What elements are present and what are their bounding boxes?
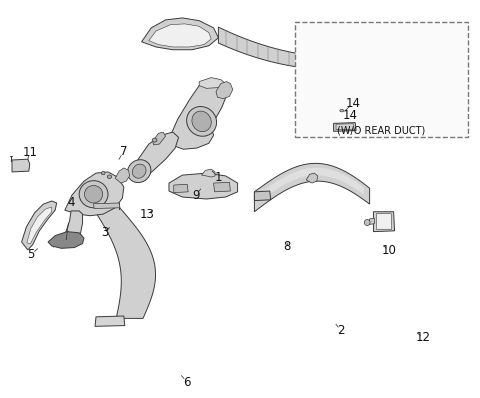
Polygon shape [218,27,374,70]
Text: 10: 10 [382,244,396,257]
Polygon shape [62,211,83,248]
Text: 12: 12 [416,331,431,343]
Polygon shape [149,24,211,47]
Text: 11: 11 [22,146,37,158]
Polygon shape [376,214,392,229]
Polygon shape [402,52,420,65]
Polygon shape [202,169,215,177]
FancyBboxPatch shape [295,22,468,137]
Ellipse shape [340,109,344,112]
Polygon shape [336,124,354,130]
Polygon shape [334,123,356,131]
Polygon shape [94,203,120,209]
Polygon shape [131,132,179,180]
Polygon shape [95,316,125,326]
Polygon shape [27,207,52,244]
Polygon shape [12,159,30,172]
Polygon shape [22,201,57,250]
Text: 3: 3 [101,226,108,239]
Polygon shape [65,172,124,216]
Polygon shape [370,218,374,224]
Polygon shape [260,168,364,201]
Text: 9: 9 [192,189,200,201]
Polygon shape [373,212,395,232]
Polygon shape [115,168,130,183]
Polygon shape [142,18,218,50]
Polygon shape [254,163,370,212]
Ellipse shape [152,138,157,142]
Polygon shape [214,182,230,192]
Text: 13: 13 [140,209,154,221]
Ellipse shape [108,175,111,178]
Polygon shape [92,207,156,318]
Ellipse shape [187,107,216,136]
Polygon shape [216,82,233,99]
Ellipse shape [128,160,151,183]
Polygon shape [254,191,271,201]
Text: 2: 2 [337,324,345,337]
Polygon shape [153,132,166,145]
Ellipse shape [79,181,108,208]
Polygon shape [199,78,226,88]
Text: 6: 6 [183,376,191,388]
Polygon shape [167,80,227,149]
Polygon shape [48,232,84,248]
Ellipse shape [192,111,211,132]
Polygon shape [174,184,188,193]
Text: 14: 14 [343,109,358,122]
Ellipse shape [101,172,105,175]
Text: 5: 5 [27,248,35,261]
Ellipse shape [364,219,370,225]
Text: 8: 8 [283,240,291,253]
Polygon shape [306,173,318,183]
Text: 7: 7 [120,145,128,158]
Polygon shape [169,173,238,199]
Text: (W/O REAR DUCT): (W/O REAR DUCT) [337,125,426,136]
Ellipse shape [84,185,103,203]
Ellipse shape [132,164,146,178]
Text: 4: 4 [67,197,75,209]
Polygon shape [398,49,425,68]
Text: 14: 14 [345,97,360,110]
Text: 1: 1 [215,171,222,183]
